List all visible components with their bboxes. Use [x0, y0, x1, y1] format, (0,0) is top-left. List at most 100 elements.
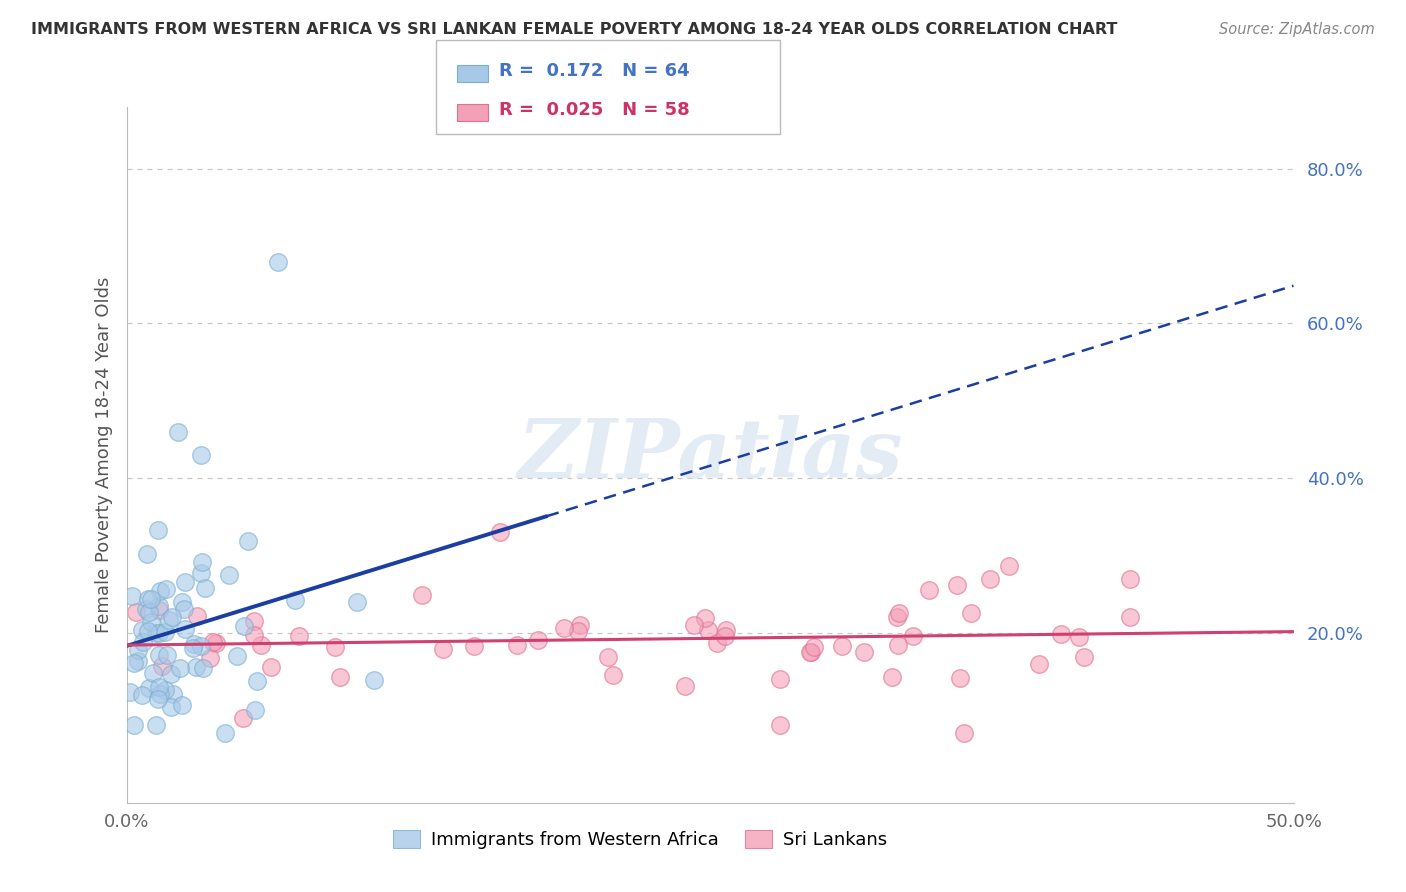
Immigrants from Western Africa	[122, 656, 145, 670]
Sri Lankans	[918, 582, 941, 597]
Immigrants from Western Africa	[145, 718, 167, 732]
Immigrants from Western Africa	[346, 595, 368, 609]
Sri Lankans	[186, 609, 208, 624]
Sri Lankans	[527, 633, 550, 648]
Sri Lankans	[769, 673, 792, 687]
Sri Lankans	[489, 525, 512, 540]
Sri Lankans	[683, 617, 706, 632]
Immigrants from Western Africa	[142, 665, 165, 680]
Text: IMMIGRANTS FROM WESTERN AFRICA VS SRI LANKAN FEMALE POVERTY AMONG 18-24 YEAR OLD: IMMIGRANTS FROM WESTERN AFRICA VS SRI LA…	[31, 22, 1118, 37]
Text: R =  0.025   N = 58: R = 0.025 N = 58	[499, 101, 690, 120]
Sri Lankans	[567, 624, 589, 639]
Immigrants from Western Africa	[190, 566, 212, 580]
Immigrants from Western Africa	[170, 698, 193, 712]
Sri Lankans	[714, 629, 737, 643]
Sri Lankans	[998, 559, 1021, 574]
Text: Source: ZipAtlas.com: Source: ZipAtlas.com	[1219, 22, 1375, 37]
Immigrants from Western Africa	[157, 614, 180, 628]
Sri Lankans	[1050, 627, 1073, 641]
Sri Lankans	[553, 622, 575, 636]
Sri Lankans	[243, 614, 266, 628]
Immigrants from Western Africa	[132, 635, 155, 649]
Sri Lankans	[853, 645, 876, 659]
Immigrants from Western Africa	[139, 591, 162, 606]
Immigrants from Western Africa	[148, 680, 170, 694]
Immigrants from Western Africa	[149, 687, 172, 701]
Immigrants from Western Africa	[155, 582, 177, 596]
Immigrants from Western Africa	[190, 555, 212, 569]
Sri Lankans	[242, 628, 264, 642]
Immigrants from Western Africa	[145, 625, 167, 640]
Immigrants from Western Africa	[139, 615, 162, 629]
Immigrants from Western Africa	[243, 703, 266, 717]
Sri Lankans	[249, 639, 271, 653]
Sri Lankans	[463, 639, 485, 653]
Sri Lankans	[949, 671, 972, 685]
Immigrants from Western Africa	[167, 425, 190, 439]
Immigrants from Western Africa	[153, 683, 176, 698]
Immigrants from Western Africa	[246, 673, 269, 688]
Sri Lankans	[803, 640, 825, 654]
Sri Lankans	[598, 650, 620, 665]
Immigrants from Western Africa	[162, 609, 184, 624]
Sri Lankans	[288, 629, 311, 643]
Sri Lankans	[432, 642, 454, 657]
Immigrants from Western Africa	[148, 599, 170, 614]
Sri Lankans	[673, 679, 696, 693]
Sri Lankans	[887, 606, 910, 620]
Immigrants from Western Africa	[138, 605, 160, 619]
Immigrants from Western Africa	[121, 590, 143, 604]
Immigrants from Western Africa	[156, 648, 179, 662]
Sri Lankans	[1073, 650, 1095, 665]
Immigrants from Western Africa	[183, 637, 205, 651]
Sri Lankans	[569, 618, 592, 632]
Immigrants from Western Africa	[122, 718, 145, 732]
Immigrants from Western Africa	[169, 661, 191, 675]
Immigrants from Western Africa	[138, 591, 160, 606]
Text: ZIPatlas: ZIPatlas	[517, 415, 903, 495]
Immigrants from Western Africa	[218, 567, 240, 582]
Sri Lankans	[198, 651, 221, 665]
Immigrants from Western Africa	[149, 583, 172, 598]
Immigrants from Western Africa	[135, 547, 157, 561]
Immigrants from Western Africa	[136, 624, 159, 638]
Sri Lankans	[232, 711, 254, 725]
Sri Lankans	[831, 639, 853, 653]
Immigrants from Western Africa	[131, 624, 153, 638]
Sri Lankans	[693, 611, 716, 625]
Sri Lankans	[769, 718, 792, 732]
Immigrants from Western Africa	[159, 666, 181, 681]
Immigrants from Western Africa	[146, 692, 169, 706]
Sri Lankans	[329, 670, 352, 684]
Immigrants from Western Africa	[181, 641, 204, 656]
Immigrants from Western Africa	[138, 681, 160, 696]
Sri Lankans	[697, 623, 720, 637]
Sri Lankans	[979, 572, 1001, 586]
Immigrants from Western Africa	[226, 648, 249, 663]
Immigrants from Western Africa	[214, 726, 236, 740]
Sri Lankans	[1069, 630, 1091, 644]
Sri Lankans	[901, 629, 924, 643]
Sri Lankans	[1119, 572, 1142, 586]
Immigrants from Western Africa	[127, 642, 149, 657]
Immigrants from Western Africa	[131, 688, 153, 702]
Sri Lankans	[506, 638, 529, 652]
Sri Lankans	[887, 639, 910, 653]
Sri Lankans	[706, 636, 728, 650]
Y-axis label: Female Poverty Among 18-24 Year Olds: Female Poverty Among 18-24 Year Olds	[94, 277, 112, 633]
Sri Lankans	[880, 670, 903, 684]
Sri Lankans	[952, 726, 974, 740]
Immigrants from Western Africa	[148, 625, 170, 640]
Immigrants from Western Africa	[170, 595, 193, 609]
Immigrants from Western Africa	[146, 523, 169, 537]
Immigrants from Western Africa	[153, 624, 176, 639]
Immigrants from Western Africa	[190, 639, 212, 653]
Sri Lankans	[945, 577, 967, 591]
Sri Lankans	[323, 640, 346, 654]
Sri Lankans	[602, 668, 624, 682]
Immigrants from Western Africa	[233, 619, 256, 633]
Immigrants from Western Africa	[159, 699, 181, 714]
Immigrants from Western Africa	[148, 648, 170, 662]
Immigrants from Western Africa	[284, 592, 307, 607]
Immigrants from Western Africa	[184, 659, 207, 673]
